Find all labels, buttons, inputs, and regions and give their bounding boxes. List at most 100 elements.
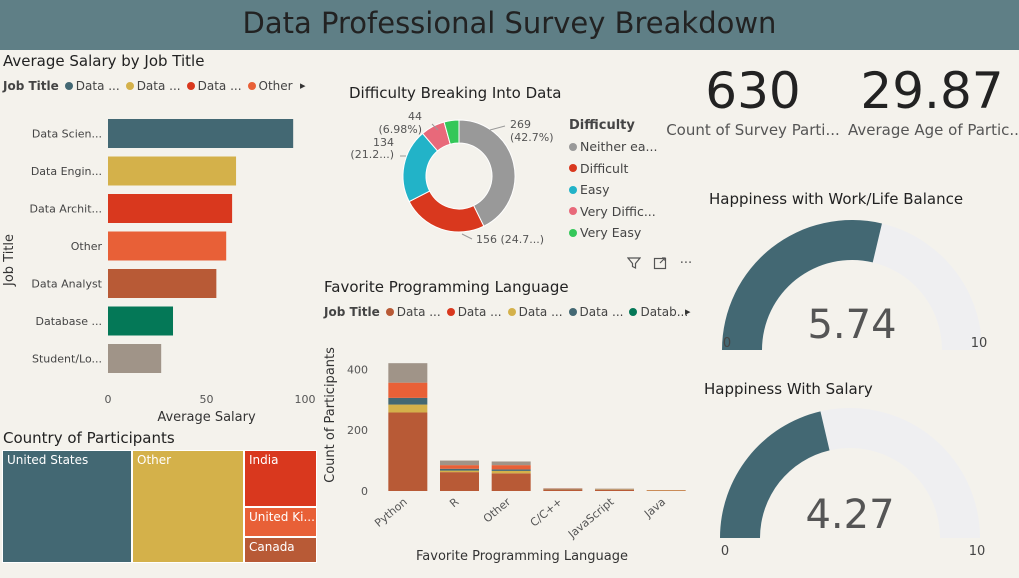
salary-category-label: Data Analyst bbox=[31, 278, 102, 291]
page-title: Data Professional Survey Breakdown bbox=[242, 6, 777, 40]
salary-legend-item[interactable]: Data ... bbox=[125, 79, 181, 93]
donut-data-label: 269 bbox=[510, 118, 531, 131]
country-chart-title: Country of Participants bbox=[3, 429, 175, 447]
language-stacked-bar-chart: 0 200 400 Python R Other C/C++ JavaScript Java Fa… bbox=[323, 347, 686, 564]
donut-data-label: (42.7%) bbox=[510, 131, 554, 144]
language-x-tick: Other bbox=[481, 495, 514, 525]
language-legend-item[interactable]: Data ... bbox=[446, 305, 502, 319]
gauge-worklife: 5.74 0 10 bbox=[722, 220, 988, 351]
more-options-icon[interactable]: ··· bbox=[679, 256, 693, 271]
treemap-cell[interactable]: Other bbox=[132, 450, 244, 563]
treemap-cell[interactable]: United States bbox=[2, 450, 132, 563]
salary-chart-title: Average Salary by Job Title bbox=[3, 52, 205, 70]
kpi-survey-count-value: 630 bbox=[705, 62, 801, 120]
language-y-axis-label: Count of Participants bbox=[323, 347, 338, 483]
language-bar-segment bbox=[491, 469, 531, 471]
gauge-max-label: 10 bbox=[969, 544, 986, 559]
language-x-tick: C/C++ bbox=[528, 495, 565, 529]
legend-dot bbox=[507, 308, 516, 316]
kpi-average-age-value: 29.87 bbox=[860, 62, 1004, 120]
language-bar-segment bbox=[595, 489, 634, 491]
salary-legend-item[interactable]: Data ... bbox=[186, 79, 242, 93]
donut-slice bbox=[443, 119, 460, 145]
donut-slice bbox=[458, 119, 516, 227]
kpi-average-age-label: Average Age of Partic... bbox=[848, 121, 1019, 139]
gauge-fill bbox=[720, 411, 830, 538]
language-bar-segment bbox=[388, 382, 428, 398]
language-bar-segment bbox=[491, 473, 531, 491]
language-bar-segment bbox=[440, 470, 479, 473]
legend-dot bbox=[569, 185, 577, 194]
salary-legend: Job Title Data ... Data ... Data ... Oth… bbox=[3, 79, 293, 93]
difficulty-legend-item[interactable]: Neither ea... bbox=[569, 136, 657, 158]
salary-bar bbox=[108, 194, 233, 223]
language-legend-item[interactable]: Datab... bbox=[629, 305, 688, 319]
donut-leader-line bbox=[489, 125, 506, 131]
difficulty-legend-item[interactable]: Difficult bbox=[569, 158, 657, 180]
legend-dot bbox=[569, 164, 577, 173]
language-legend-title: Job Title bbox=[324, 305, 380, 319]
language-bar-segment bbox=[388, 397, 428, 405]
legend-dot bbox=[569, 142, 577, 151]
donut-leader-line bbox=[431, 123, 439, 131]
salary-bar bbox=[108, 269, 217, 298]
difficulty-legend-label: Neither ea... bbox=[580, 139, 658, 155]
focus-mode-icon[interactable] bbox=[650, 256, 670, 274]
gauge-worklife-title: Happiness with Work/Life Balance bbox=[709, 190, 964, 208]
language-bar-segment bbox=[491, 470, 531, 474]
language-legend: Job Title Data ... Data ... Data ... Dat… bbox=[324, 305, 688, 319]
salary-category-label: Other bbox=[71, 240, 103, 253]
language-x-tick: Java bbox=[641, 495, 668, 521]
treemap-cell[interactable]: United Ki... bbox=[244, 507, 317, 537]
language-bar-segment bbox=[440, 468, 479, 471]
legend-dot bbox=[446, 308, 455, 316]
salary-x-tick: 0 bbox=[105, 393, 112, 406]
legend-next-arrow-icon[interactable]: ▸ bbox=[300, 79, 306, 92]
language-legend-item[interactable]: Data ... bbox=[568, 305, 623, 319]
salary-legend-title: Job Title bbox=[3, 79, 59, 93]
language-x-tick: R bbox=[447, 495, 461, 510]
salary-x-tick: 100 bbox=[295, 393, 316, 406]
language-bar-segment bbox=[440, 472, 479, 491]
language-bar-segment bbox=[543, 489, 583, 491]
gauge-max-label: 10 bbox=[971, 336, 988, 351]
treemap-cell[interactable]: India bbox=[244, 450, 317, 507]
difficulty-legend-item[interactable]: Very Diffic... bbox=[569, 201, 657, 223]
salary-x-axis-label: Average Salary bbox=[157, 410, 256, 425]
gauge-value: 5.74 bbox=[807, 302, 896, 348]
salary-legend-item[interactable]: Other bbox=[247, 79, 293, 93]
gauge-min-label: 0 bbox=[721, 544, 729, 559]
language-legend-item[interactable]: Data ... bbox=[507, 305, 563, 319]
language-bar-segment bbox=[491, 465, 531, 470]
language-bar-segment bbox=[388, 404, 428, 413]
difficulty-legend-item[interactable]: Easy bbox=[569, 179, 657, 201]
difficulty-legend-label: Very Easy bbox=[580, 225, 642, 241]
salary-category-label: Data Engin... bbox=[31, 165, 102, 178]
legend-dot bbox=[568, 308, 577, 316]
salary-bar bbox=[108, 156, 237, 186]
treemap-cell[interactable]: Canada bbox=[244, 537, 317, 563]
difficulty-legend-label: Very Diffic... bbox=[580, 203, 656, 219]
language-y-tick: 400 bbox=[347, 363, 368, 376]
donut-slice bbox=[408, 190, 485, 233]
gauge-fill bbox=[722, 220, 882, 350]
salary-legend-item[interactable]: Data ... bbox=[64, 79, 120, 93]
gauge-salary: 4.27 0 10 bbox=[720, 408, 986, 559]
donut-leader-line bbox=[461, 233, 473, 240]
language-bar-segment bbox=[440, 465, 479, 469]
language-x-tick: JavaScript bbox=[565, 495, 617, 541]
difficulty-legend-item[interactable]: Very Easy bbox=[569, 222, 657, 244]
legend-dot bbox=[569, 228, 577, 237]
legend-dot bbox=[64, 82, 73, 90]
donut-data-label: 156 (24.7...) bbox=[476, 233, 544, 246]
legend-next-arrow-icon[interactable]: ▸ bbox=[685, 305, 691, 318]
filter-icon[interactable] bbox=[624, 256, 644, 274]
language-x-tick: Python bbox=[372, 495, 410, 529]
language-legend-item[interactable]: Data ... bbox=[385, 305, 441, 319]
language-bar-segment bbox=[646, 490, 686, 491]
donut-data-label: (6.98%) bbox=[378, 123, 422, 136]
kpi-survey-count-label: Count of Survey Parti... bbox=[666, 121, 840, 139]
header-banner bbox=[0, 0, 1019, 50]
legend-dot bbox=[247, 82, 256, 90]
salary-bar bbox=[108, 231, 227, 261]
